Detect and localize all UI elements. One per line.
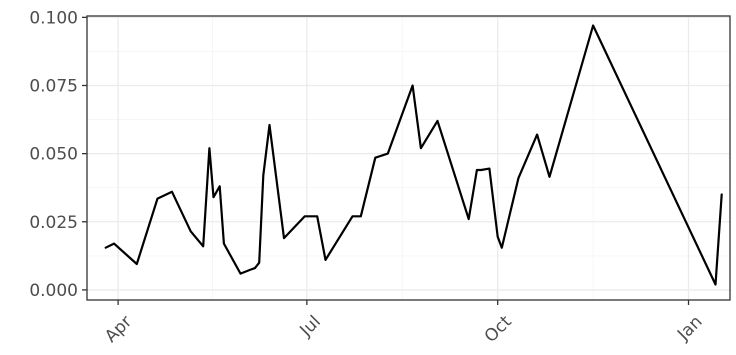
x-tick-label: Jan xyxy=(673,312,706,345)
x-tick-label: Oct xyxy=(481,312,516,347)
y-tick-label: 0.075 xyxy=(29,77,78,97)
x-tick-label: Apr xyxy=(101,312,136,347)
major-grid xyxy=(87,16,730,300)
minor-grid xyxy=(87,16,730,300)
y-tick-label: 0.100 xyxy=(29,8,78,28)
plot-panel-border xyxy=(86,15,731,301)
y-tick-label: 0.000 xyxy=(29,281,78,301)
x-axis: Apr Jul Oct Jan xyxy=(101,300,707,347)
y-axis: 0.000 0.025 0.050 0.075 0.100 xyxy=(29,8,87,301)
y-tick-label: 0.050 xyxy=(29,145,78,165)
y-tick-label: 0.025 xyxy=(29,213,78,233)
series-line xyxy=(104,24,723,286)
x-tick-label: Jul xyxy=(296,312,325,341)
